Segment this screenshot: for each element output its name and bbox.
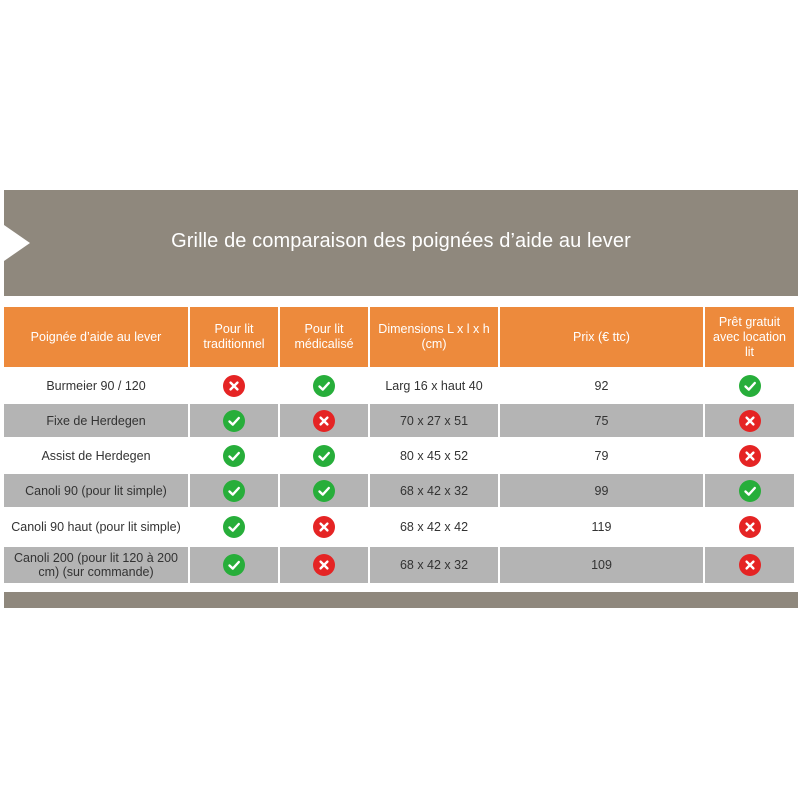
lit-traditionnel-cell (190, 439, 278, 472)
dimensions-cell: 68 x 42 x 32 (370, 474, 498, 507)
product-name-cell: Canoli 90 (pour lit simple) (4, 474, 188, 507)
header-lit-medicalise: Pour lit médicalisé (280, 307, 368, 367)
lit-medicalise-cell (280, 439, 368, 472)
product-name-cell: Canoli 90 haut (pour lit simple) (4, 509, 188, 545)
pret-gratuit-cell (705, 474, 794, 507)
comparison-table: Poignée d’aide au lever Pour lit traditi… (2, 305, 796, 585)
product-name-cell: Fixe de Herdegen (4, 404, 188, 437)
product-name-cell: Burmeier 90 / 120 (4, 369, 188, 402)
price-cell: 119 (500, 509, 703, 545)
price-cell: 109 (500, 547, 703, 583)
pret-gratuit-cell (705, 369, 794, 402)
arrow-marker-icon (4, 225, 30, 261)
cross-circle-icon (313, 409, 335, 432)
check-circle-icon (223, 479, 245, 502)
price-cell: 75 (500, 404, 703, 437)
price-cell: 99 (500, 474, 703, 507)
table-row: Canoli 200 (pour lit 120 à 200 cm) (sur … (4, 547, 794, 583)
pret-gratuit-cell (705, 509, 794, 545)
pret-gratuit-cell (705, 439, 794, 472)
table-row: Fixe de Herdegen 70 x 27 x 51 75 (4, 404, 794, 437)
page-title: Grille de comparaison des poignées d’aid… (171, 230, 631, 252)
table-row: Canoli 90 haut (pour lit simple) 68 x 42 … (4, 509, 794, 545)
table-row: Assist de Herdegen 80 x 45 x 52 79 (4, 439, 794, 472)
dimensions-cell: 68 x 42 x 32 (370, 547, 498, 583)
table-row: Burmeier 90 / 120 Larg 16 x haut 40 92 (4, 369, 794, 402)
cross-circle-icon (738, 444, 761, 467)
header-dimensions: Dimensions L x l x h (cm) (370, 307, 498, 367)
lit-traditionnel-cell (190, 547, 278, 583)
check-circle-icon (223, 516, 245, 538)
header-lit-traditionnel: Pour lit traditionnel (190, 307, 278, 367)
check-circle-icon (223, 444, 245, 467)
check-circle-icon (313, 479, 335, 502)
check-circle-icon (313, 444, 335, 467)
pret-gratuit-cell (705, 404, 794, 437)
dimensions-cell: 68 x 42 x 42 (370, 509, 498, 545)
lit-traditionnel-cell (190, 404, 278, 437)
table-row: Canoli 90 (pour lit simple) 68 x 42 x 32 9… (4, 474, 794, 507)
lit-traditionnel-cell (190, 509, 278, 545)
title-banner: Grille de comparaison des poignées d’aid… (4, 190, 798, 296)
cross-circle-icon (738, 409, 761, 432)
lit-medicalise-cell (280, 509, 368, 545)
cross-circle-icon (738, 516, 761, 538)
cross-circle-icon (313, 516, 335, 538)
product-name-cell: Canoli 200 (pour lit 120 à 200 cm) (sur … (4, 547, 188, 583)
check-circle-icon (223, 409, 245, 432)
cross-circle-icon (223, 374, 245, 397)
cross-circle-icon (313, 554, 335, 576)
check-circle-icon (738, 479, 761, 502)
lit-traditionnel-cell (190, 474, 278, 507)
price-cell: 92 (500, 369, 703, 402)
price-cell: 79 (500, 439, 703, 472)
header-poignee: Poignée d’aide au lever (4, 307, 188, 367)
header-pret-gratuit: Prêt gratuit avec location lit (705, 307, 794, 367)
pret-gratuit-cell (705, 547, 794, 583)
footer-bar (4, 592, 798, 608)
check-circle-icon (313, 374, 335, 397)
lit-traditionnel-cell (190, 369, 278, 402)
lit-medicalise-cell (280, 474, 368, 507)
header-row: Poignée d’aide au lever Pour lit traditi… (4, 307, 794, 367)
check-circle-icon (738, 374, 761, 397)
header-prix: Prix (€ ttc) (500, 307, 703, 367)
product-name-cell: Assist de Herdegen (4, 439, 188, 472)
dimensions-cell: Larg 16 x haut 40 (370, 369, 498, 402)
cross-circle-icon (738, 554, 761, 576)
lit-medicalise-cell (280, 404, 368, 437)
dimensions-cell: 70 x 27 x 51 (370, 404, 498, 437)
check-circle-icon (223, 554, 245, 576)
lit-medicalise-cell (280, 547, 368, 583)
dimensions-cell: 80 x 45 x 52 (370, 439, 498, 472)
lit-medicalise-cell (280, 369, 368, 402)
